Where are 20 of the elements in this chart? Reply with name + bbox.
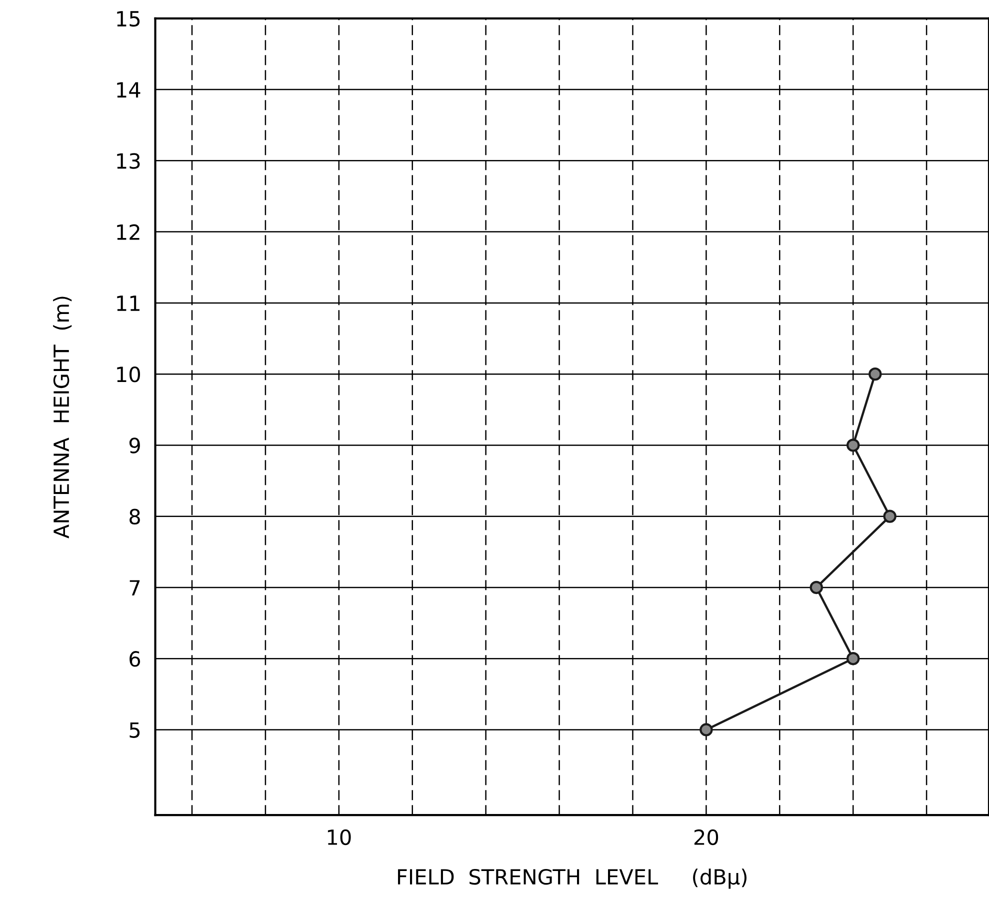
y-tick-label: 5 [130,722,140,738]
y-tick-label: 11 [117,296,140,311]
y-tick-label: 7 [130,580,140,596]
point [868,367,882,381]
y-tick-label: 13 [117,153,140,169]
point [846,652,860,666]
y-tick-label: 12 [117,224,140,240]
y-tick-label: 14 [117,82,140,98]
y-tick-label: 15 [117,11,140,27]
point [846,438,860,452]
point [810,580,823,594]
y-tick-label: 6 [130,651,140,667]
y-axis-title: ANTENNA HEIGHT (m) [53,296,72,538]
point [700,723,713,736]
x-axis-title: FIELD STRENGTH LEVEL (dBμ) [398,868,746,889]
y-tick-label: 8 [130,508,140,525]
y-tick-label: 10 [117,366,140,382]
point [883,510,896,523]
x-tick-label: 20 [694,829,718,846]
y-tick-label: 9 [129,438,140,454]
